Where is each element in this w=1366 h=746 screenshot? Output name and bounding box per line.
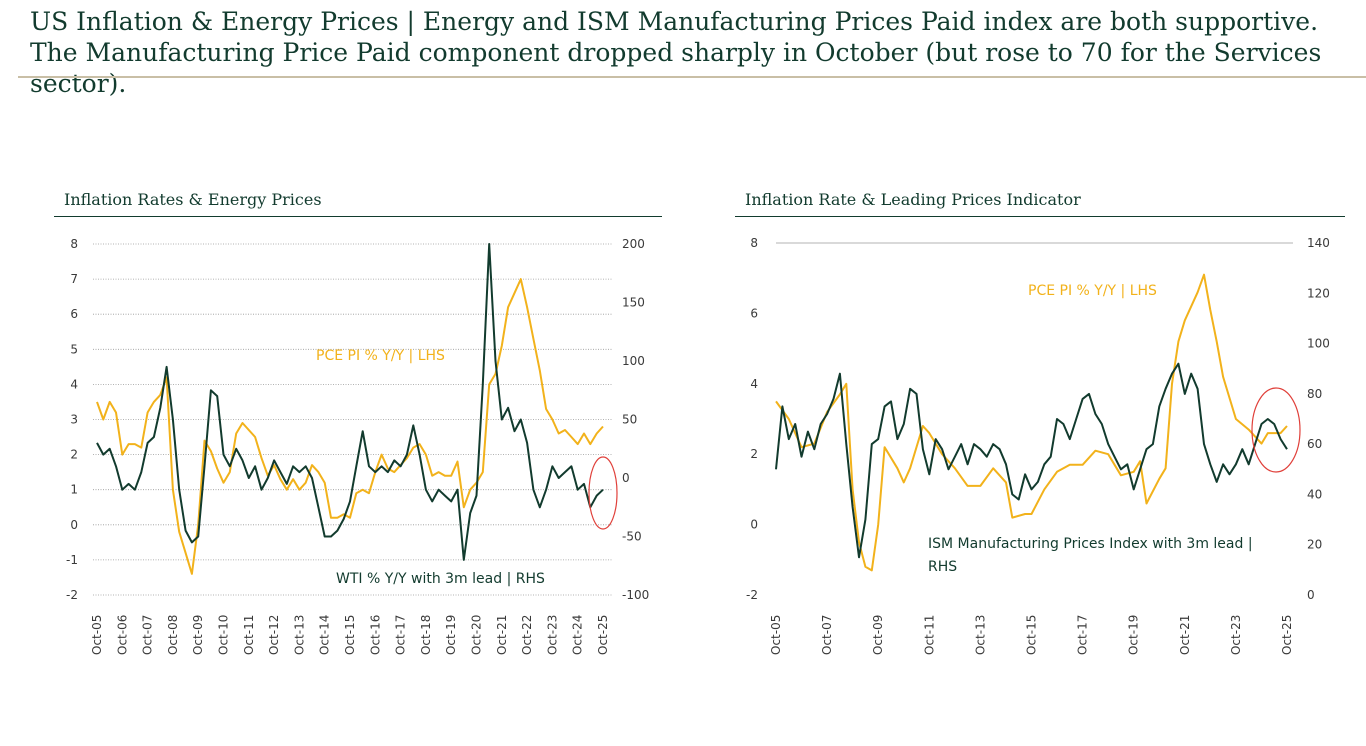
series-annotation: ISM Manufacturing Prices Index with 3m l…: [928, 536, 1253, 552]
y-left-tick-label: -2: [66, 588, 78, 602]
y-left-tick-label: -1: [66, 553, 78, 567]
y-left-tick-label: 8: [750, 236, 758, 250]
x-tick-label: Oct-20: [470, 615, 484, 655]
series-annotation: PCE PI % Y/Y | LHS: [1028, 283, 1157, 299]
x-tick-label: Oct-13: [292, 615, 306, 655]
x-tick-label: Oct-07: [141, 615, 155, 655]
y-left-tick-label: 5: [70, 342, 78, 356]
y-right-tick-label: 100: [1307, 337, 1330, 351]
y-left-tick-label: 4: [70, 377, 78, 391]
x-tick-label: Oct-23: [1229, 615, 1243, 655]
y-right-tick-label: 20: [1307, 538, 1322, 552]
x-tick-label: Oct-19: [444, 615, 458, 655]
y-left-tick-label: 2: [750, 447, 758, 461]
x-tick-label: Oct-09: [871, 615, 885, 655]
x-tick-label: Oct-06: [115, 615, 129, 655]
y-right-tick-label: 50: [622, 413, 637, 427]
x-tick-label: Oct-15: [1025, 615, 1039, 655]
indicator-line: [775, 362, 1288, 559]
x-tick-label: Oct-22: [520, 615, 534, 655]
series-annotation: PCE PI % Y/Y | LHS: [316, 348, 445, 364]
y-left-tick-label: 4: [750, 377, 758, 391]
y-right-tick-label: 150: [622, 296, 645, 310]
y-left-tick-label: 0: [70, 518, 78, 532]
y-right-tick-label: 0: [1307, 588, 1315, 602]
headline: US Inflation & Energy Prices | Energy an…: [30, 7, 1322, 98]
y-right-tick-label: 120: [1307, 286, 1330, 300]
y-right-tick-label: -50: [622, 530, 642, 544]
x-tick-label: Oct-18: [419, 615, 433, 655]
pce-line: [775, 273, 1288, 572]
y-left-tick-label: 0: [750, 518, 758, 532]
y-left-tick-label: 6: [750, 306, 758, 320]
y-right-tick-label: -100: [622, 588, 649, 602]
y-left-tick-label: 8: [70, 237, 78, 251]
x-tick-label: Oct-15: [343, 615, 357, 655]
x-tick-label: Oct-16: [368, 615, 382, 655]
highlight-circle: [588, 456, 618, 530]
y-right-tick-label: 100: [622, 354, 645, 368]
series-annotation: WTI % Y/Y with 3m lead | RHS: [336, 571, 545, 587]
y-right-tick-label: 40: [1307, 487, 1322, 501]
chart1-title-rule: [54, 216, 662, 217]
y-right-tick-label: 200: [622, 237, 645, 251]
x-tick-label: Oct-17: [394, 615, 408, 655]
x-tick-label: Oct-19: [1127, 615, 1141, 655]
x-tick-label: Oct-13: [973, 615, 987, 655]
x-tick-label: Oct-09: [191, 615, 205, 655]
y-left-tick-label: 3: [70, 413, 78, 427]
x-tick-label: Oct-25: [1280, 615, 1294, 655]
x-tick-label: Oct-23: [545, 615, 559, 655]
y-right-tick-label: 60: [1307, 437, 1322, 451]
y-right-tick-label: 140: [1307, 236, 1330, 250]
x-tick-label: Oct-12: [267, 615, 281, 655]
x-tick-label: Oct-11: [242, 615, 256, 655]
indicator-line: [96, 243, 604, 561]
y-left-tick-label: 7: [70, 272, 78, 286]
x-tick-label: Oct-14: [318, 615, 332, 655]
y-left-tick-label: 6: [70, 307, 78, 321]
x-tick-label: Oct-25: [596, 615, 610, 655]
x-tick-label: Oct-21: [1178, 615, 1192, 655]
series-annotation: RHS: [928, 559, 957, 575]
x-tick-label: Oct-24: [571, 615, 585, 655]
x-tick-label: Oct-11: [922, 615, 936, 655]
chart2-title-rule: [735, 216, 1345, 217]
x-tick-label: Oct-05: [769, 615, 783, 655]
y-left-tick-label: -2: [746, 588, 758, 602]
y-right-tick-label: 0: [622, 471, 630, 485]
chart1-title: Inflation Rates & Energy Prices: [64, 190, 322, 209]
x-tick-label: Oct-10: [217, 615, 231, 655]
highlight-circle: [1251, 387, 1301, 473]
x-tick-label: Oct-21: [495, 615, 509, 655]
y-left-tick-label: 2: [70, 448, 78, 462]
headline-divider: [18, 76, 1366, 78]
x-tick-label: Oct-05: [90, 615, 104, 655]
pce-line: [96, 278, 604, 575]
chart2-title: Inflation Rate & Leading Prices Indicato…: [745, 190, 1081, 209]
y-left-tick-label: 1: [70, 483, 78, 497]
x-tick-label: Oct-07: [820, 615, 834, 655]
x-tick-label: Oct-08: [166, 615, 180, 655]
y-right-tick-label: 80: [1307, 387, 1322, 401]
x-tick-label: Oct-17: [1076, 615, 1090, 655]
